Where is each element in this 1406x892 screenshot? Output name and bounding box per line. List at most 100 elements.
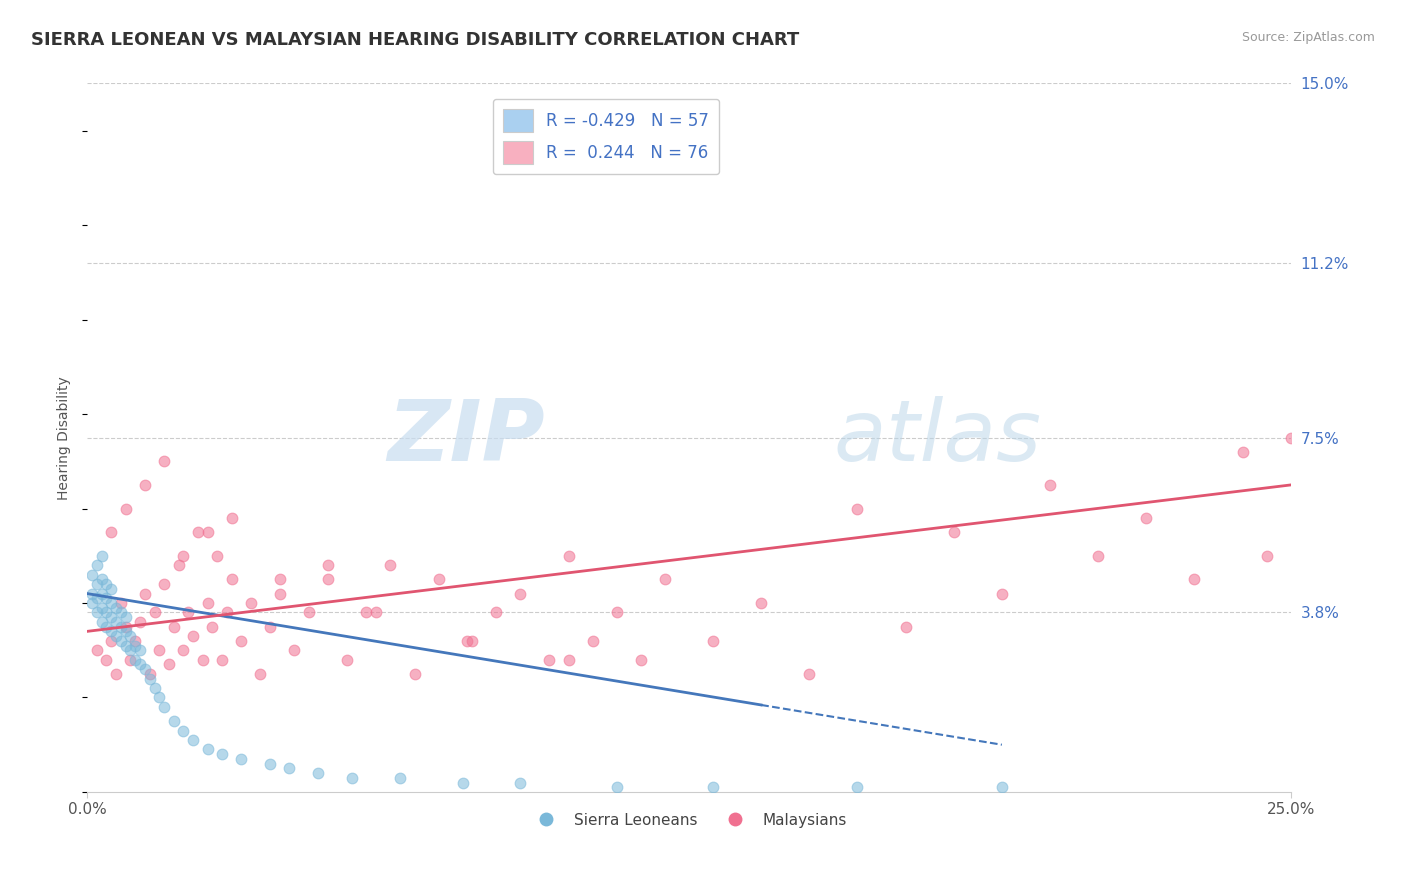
Point: [153, 700, 176, 714]
Point: [120, 643, 142, 657]
Point: [364, 606, 387, 620]
Text: Source: ZipAtlas.com: Source: ZipAtlas.com: [1241, 31, 1375, 45]
Legend: Sierra Leoneans, Malaysians: Sierra Leoneans, Malaysians: [524, 806, 853, 834]
Point: [157, 657, 180, 672]
Point: [153, 577, 176, 591]
Point: [120, 653, 142, 667]
Point: [1232, 445, 1254, 459]
Point: [86, 643, 108, 657]
Point: [654, 573, 676, 587]
Point: [90, 600, 112, 615]
Point: [86, 558, 108, 573]
Point: [105, 600, 128, 615]
Point: [231, 752, 253, 766]
Point: [427, 573, 450, 587]
Point: [105, 666, 128, 681]
Point: [124, 639, 146, 653]
Point: [582, 633, 605, 648]
Point: [249, 666, 271, 681]
Point: [1256, 549, 1278, 563]
Point: [114, 501, 136, 516]
Point: [114, 624, 136, 639]
Point: [211, 653, 233, 667]
Point: [702, 633, 724, 648]
Point: [134, 662, 156, 676]
Point: [105, 629, 128, 643]
Point: [100, 596, 122, 610]
Point: [80, 596, 103, 610]
Point: [148, 643, 170, 657]
Point: [197, 525, 219, 540]
Point: [269, 573, 291, 587]
Point: [96, 577, 118, 591]
Point: [894, 620, 917, 634]
Point: [124, 633, 146, 648]
Point: [143, 681, 166, 695]
Point: [231, 633, 253, 648]
Point: [221, 511, 243, 525]
Point: [100, 582, 122, 596]
Point: [201, 620, 224, 634]
Point: [100, 525, 122, 540]
Point: [1135, 511, 1157, 525]
Point: [606, 780, 628, 795]
Point: [356, 606, 378, 620]
Point: [163, 714, 186, 728]
Point: [96, 606, 118, 620]
Point: [129, 643, 152, 657]
Point: [702, 780, 724, 795]
Point: [80, 586, 103, 600]
Point: [269, 586, 291, 600]
Point: [172, 643, 194, 657]
Point: [749, 596, 772, 610]
Point: [100, 610, 122, 624]
Point: [100, 633, 122, 648]
Point: [205, 549, 228, 563]
Text: SIERRA LEONEAN VS MALAYSIAN HEARING DISABILITY CORRELATION CHART: SIERRA LEONEAN VS MALAYSIAN HEARING DISA…: [31, 31, 799, 49]
Text: ZIP: ZIP: [387, 396, 544, 479]
Text: atlas: atlas: [834, 396, 1042, 479]
Point: [1184, 573, 1206, 587]
Point: [389, 771, 412, 785]
Point: [96, 620, 118, 634]
Point: [221, 573, 243, 587]
Point: [105, 615, 128, 629]
Point: [172, 549, 194, 563]
Point: [1039, 478, 1062, 492]
Point: [557, 549, 579, 563]
Point: [86, 606, 108, 620]
Point: [316, 558, 339, 573]
Point: [187, 525, 209, 540]
Point: [124, 653, 146, 667]
Point: [509, 775, 531, 789]
Point: [1087, 549, 1109, 563]
Point: [1279, 431, 1302, 445]
Point: [538, 653, 561, 667]
Point: [120, 629, 142, 643]
Point: [167, 558, 190, 573]
Point: [80, 567, 103, 582]
Point: [110, 606, 132, 620]
Point: [143, 606, 166, 620]
Point: [110, 620, 132, 634]
Point: [110, 633, 132, 648]
Point: [134, 586, 156, 600]
Point: [100, 624, 122, 639]
Point: [138, 666, 160, 681]
Point: [942, 525, 965, 540]
Point: [96, 591, 118, 606]
Point: [259, 620, 281, 634]
Point: [197, 596, 219, 610]
Point: [181, 733, 204, 747]
Point: [90, 615, 112, 629]
Point: [557, 653, 579, 667]
Y-axis label: Hearing Disability: Hearing Disability: [58, 376, 72, 500]
Point: [307, 766, 329, 780]
Point: [172, 723, 194, 738]
Point: [191, 653, 214, 667]
Point: [114, 639, 136, 653]
Point: [129, 615, 152, 629]
Point: [129, 657, 152, 672]
Point: [278, 761, 301, 775]
Point: [336, 653, 359, 667]
